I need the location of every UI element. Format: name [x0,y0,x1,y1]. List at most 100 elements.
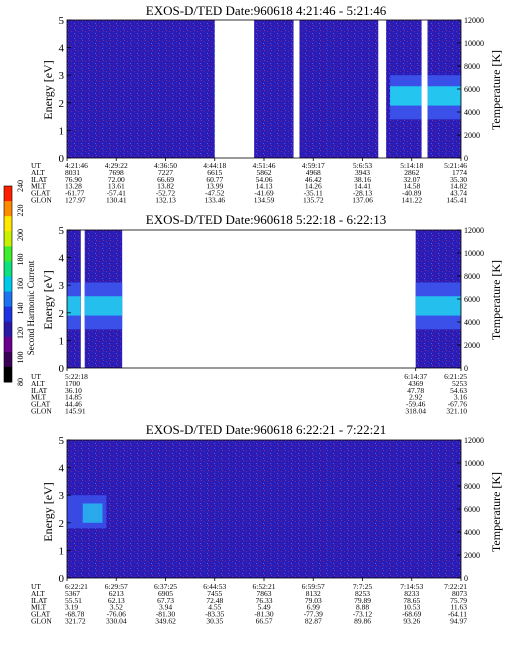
table-cell: 5:6:53 [353,161,372,170]
colorbar-segment [4,276,12,293]
table-cell: 137.06 [352,196,373,205]
panel-3: EXOS-D/TED Date:960618 6:22:21 - 7:22:21… [31,422,503,626]
table-cell: 4:44:18 [203,161,226,170]
table-cell: 72.48 [206,596,223,605]
table-cell: 349.62 [155,617,176,626]
table-cell: 5253 [452,379,467,388]
y-tick-label: 5 [59,435,65,447]
table-cell: 4:59:17 [302,161,325,170]
y-tick-label: 3 [59,280,65,292]
table-row-label: UT [31,372,41,381]
table-cell: -57.41 [107,189,127,198]
table-cell: 145.91 [65,407,86,416]
table-cell: 6:22:21 [65,582,88,591]
table-cell: 133.46 [204,196,225,205]
table-cell: 38.16 [354,175,371,184]
table-cell: 94.97 [450,617,467,626]
y-tick-label: 1 [59,335,65,347]
table-cell: 13.28 [65,182,82,191]
colorbar-segment [4,216,12,232]
table-row-label: GLON [31,407,52,416]
table-cell: 8.88 [356,603,369,612]
table-cell: 7227 [158,168,173,177]
colorbar-frame [3,185,13,383]
table-cell: 6.99 [307,603,320,612]
table-cell: 35.30 [450,175,467,184]
y2-tick-label: 4000 [464,318,480,327]
y-tick-label: 2 [59,518,65,530]
table-cell: 6:52:21 [253,582,276,591]
y-tick-label: 2 [59,98,65,110]
panel-1: EXOS-D/TED Date:960618 4:21:46 - 5:21:46… [31,3,503,205]
table-cell: 14.82 [450,182,467,191]
y2-tick-label: 2000 [464,131,480,140]
colorbar-tick-label: 240 [16,180,25,192]
table-cell: 5862 [257,168,272,177]
table-cell: 5:14:18 [400,161,423,170]
table-cell: -47.52 [205,189,225,198]
table-cell: 5:22:18 [65,372,88,381]
y2-tick-label: 8000 [464,482,480,491]
table-cell: -81.30 [254,610,274,619]
table-cell: 5:21:46 [444,161,467,170]
table-cell: 6:37:25 [154,582,177,591]
table-cell: -40.89 [402,189,422,198]
energy-band-peak [84,296,123,316]
no-data-area [67,230,461,368]
y2-tick-label: 0 [464,154,468,163]
table-cell: -41.69 [254,189,274,198]
table-cell: 14.85 [65,393,82,402]
table-cell: 6:44:53 [203,582,226,591]
table-cell: 4:29:22 [105,161,128,170]
table-cell: 14.26 [305,182,322,191]
table-row-label: GLAT [31,400,51,409]
table-cell: 10.53 [403,603,420,612]
colorbar-segment [4,186,12,202]
table-cell: 11.63 [450,603,467,612]
table-cell: 6905 [158,589,173,598]
table-cell: 135.72 [303,196,324,205]
table-cell: 14.13 [256,182,273,191]
table-cell: 4:51:46 [253,161,276,170]
table-row-label: UT [31,582,41,591]
colorbar-segment [4,321,12,338]
panel-2: EXOS-D/TED Date:960618 5:22:18 - 6:22:13… [31,212,503,416]
colorbar-tick-label: 200 [16,229,25,241]
table-cell: 7:14:53 [400,582,423,591]
table-cell: 330.04 [106,617,127,626]
y-tick-label: 3 [59,70,65,82]
spectrogram-plot [67,230,461,368]
y2-tick-label: 8000 [464,272,480,281]
panel-3-y2label: Temperature [K] [489,472,503,552]
table-cell: 67.73 [157,596,174,605]
table-cell: 8253 [355,589,370,598]
table-cell: 13.82 [157,182,174,191]
y-tick-label: 1 [59,545,65,557]
table-cell: 30.35 [206,617,223,626]
table-cell: 76.33 [256,596,273,605]
table-cell: 55.51 [65,596,82,605]
table-cell: 6:14:37 [404,372,427,381]
panel-1-title: EXOS-D/TED Date:960618 4:21:46 - 5:21:46 [146,3,387,18]
y-tick-label: 5 [59,15,65,27]
table-row-label: ILAT [31,596,48,605]
y2-tick-label: 2000 [464,341,480,350]
y2-tick-label: 0 [464,364,468,373]
colorbar-tick-label: 80 [16,378,25,386]
table-cell: -68.78 [65,610,85,619]
y2-tick-label: 2000 [464,551,480,560]
table-cell: 79.03 [305,596,322,605]
table-cell: 44.46 [65,400,82,409]
table-cell: 54.06 [256,175,273,184]
table-cell: 4968 [306,168,321,177]
colorbar-segment [4,351,12,368]
table-cell: 141.22 [401,196,422,205]
y-tick-label: 0 [59,363,65,375]
table-row-label: ALT [31,589,45,598]
panel-2-ylabel: Energy [eV] [41,270,55,329]
table-cell: 76.90 [65,175,82,184]
table-cell: -81.30 [156,610,176,619]
table-cell: 93.26 [403,617,420,626]
y-tick-label: 0 [59,573,65,585]
table-cell: 6:59:57 [302,582,325,591]
